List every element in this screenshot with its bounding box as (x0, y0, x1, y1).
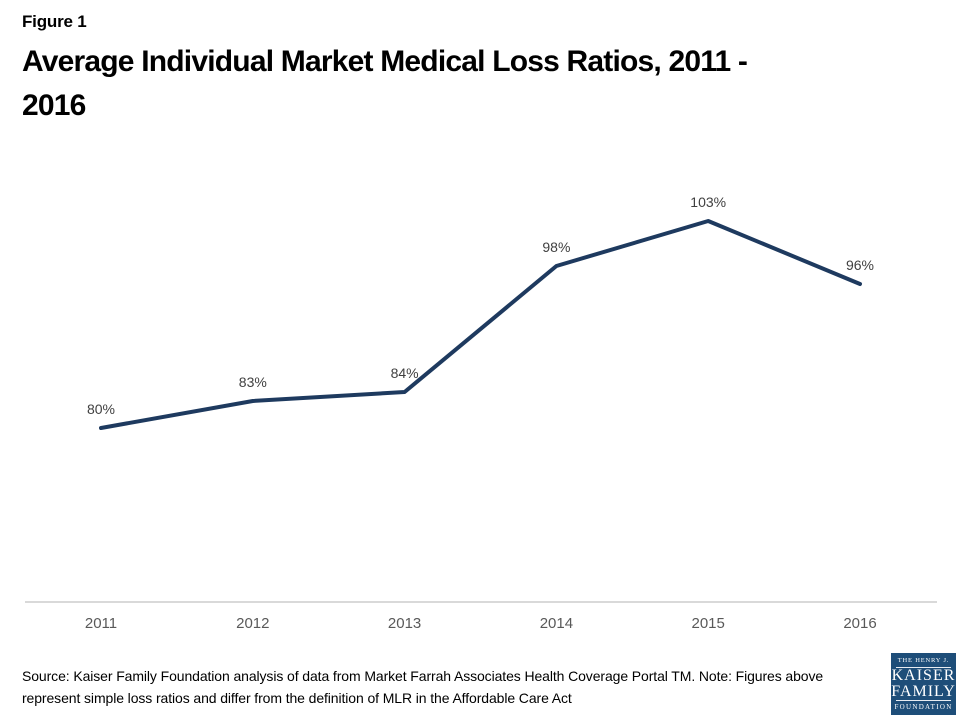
logo-divider (896, 700, 951, 702)
kff-logo-foundation-text: FOUNDATION (894, 702, 953, 711)
kff-logo-henry-j-text: THE HENRY J. (897, 657, 950, 664)
source-note: Source: Kaiser Family Foundation analysi… (22, 668, 824, 706)
kff-logo-kaiser-text: KAISER (891, 667, 956, 685)
page-title: Average Individual Market Medical Loss R… (22, 45, 748, 122)
kff-logo-family-text: FAMILY (891, 682, 956, 700)
figure-label: Figure 1 (22, 12, 87, 31)
kff-logo: THE HENRY J. KAISER FAMILY FOUNDATION (891, 653, 956, 715)
mlr-trend-line (99, 219, 862, 430)
logo-divider (896, 666, 951, 668)
